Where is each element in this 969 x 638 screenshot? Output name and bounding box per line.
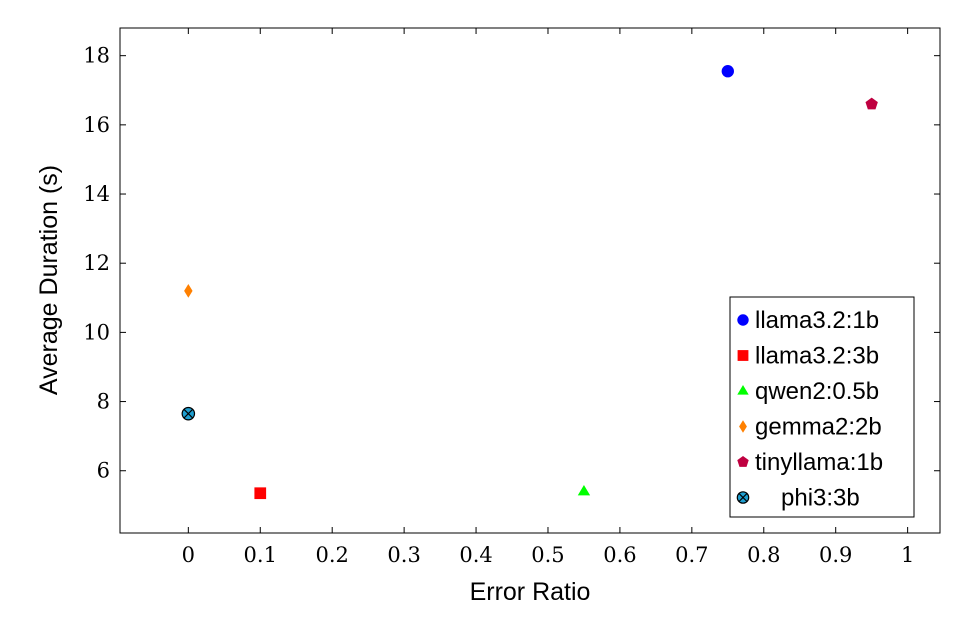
data-point-circle (721, 65, 734, 78)
data-point-square (254, 487, 267, 500)
legend-marker-circle (737, 314, 749, 326)
x-tick-label: 0.2 (315, 543, 348, 567)
plot-area-frame (119, 27, 941, 534)
x-axis-ticks: 0 0.1 0.2 0.3 0.4 0.5 0.6 0.7 0.8 0.9 1 (182, 28, 914, 567)
y-tick-label: 6 (97, 459, 110, 483)
legend-marker-square (737, 350, 749, 361)
y-tick-label: 10 (83, 320, 110, 344)
legend-entry-label: qwen2:0.5b (755, 378, 879, 405)
y-tick-label: 14 (83, 182, 110, 206)
x-tick-label: 0.1 (244, 543, 277, 567)
legend-entry-label: llama3.2:1b (755, 307, 879, 334)
x-axis-label: Error Ratio (470, 578, 591, 606)
y-tick-label: 8 (97, 390, 110, 414)
x-tick-label: 0.5 (531, 543, 564, 567)
x-tick-label: 0.9 (819, 543, 852, 567)
y-axis-ticks: 6 8 10 12 14 16 18 (83, 44, 940, 483)
data-point-diamond (184, 284, 193, 298)
y-axis-label: Average Duration (s) (35, 165, 63, 395)
x-tick-label: 0.8 (747, 543, 780, 567)
data-point-pentagon (865, 97, 878, 110)
legend-marker-otimes (736, 491, 750, 504)
legend-entry-label: phi3:3b (781, 485, 860, 512)
x-tick-label: 0.7 (675, 543, 708, 567)
legend-entry-label: gemma2:2b (755, 414, 882, 441)
data-points (181, 65, 878, 500)
legend-marker-pentagon (737, 456, 749, 467)
legend-marker-triangle (737, 385, 749, 395)
x-tick-label: 0.3 (387, 543, 420, 567)
data-point-triangle (577, 484, 591, 496)
y-tick-label: 18 (83, 44, 110, 68)
x-tick-label: 0 (182, 543, 195, 567)
legend: llama3.2:1b llama3.2:3b qwen2:0.5b gemma2:2… (729, 296, 915, 518)
legend-box (729, 296, 915, 518)
legend-entry-label: tinyllama:1b (755, 449, 883, 476)
y-tick-label: 16 (83, 113, 110, 137)
x-tick-label: 0.6 (603, 543, 636, 567)
data-point-otimes (181, 406, 196, 421)
legend-marker-diamond (739, 420, 747, 433)
y-tick-label: 12 (83, 251, 110, 275)
x-tick-label: 0.4 (459, 543, 492, 567)
x-tick-label: 1 (901, 543, 914, 567)
legend-entry-label: llama3.2:3b (755, 343, 879, 370)
